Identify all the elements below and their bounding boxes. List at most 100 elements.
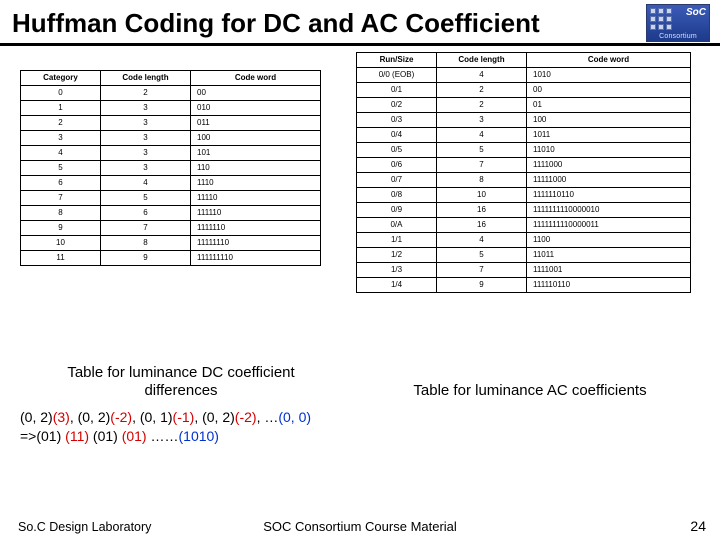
cell: 1010 bbox=[527, 68, 691, 83]
cell: 0/A bbox=[357, 218, 437, 233]
cell: 1011 bbox=[527, 128, 691, 143]
cell: 0/5 bbox=[357, 143, 437, 158]
cell: 00 bbox=[527, 83, 691, 98]
cell: 10 bbox=[21, 236, 101, 251]
cell: 3 bbox=[101, 116, 191, 131]
arrow-prefix: => bbox=[20, 428, 36, 444]
cell: 111111110 bbox=[191, 251, 321, 266]
cell: 011 bbox=[191, 116, 321, 131]
cell: 16 bbox=[437, 218, 527, 233]
table-row: 43101 bbox=[21, 146, 321, 161]
ac-table-block: Run/Size Code length Code word 0/0 (EOB)… bbox=[356, 52, 691, 293]
content-area: Category Code length Code word 020013010… bbox=[0, 46, 720, 496]
cell: 0/1 bbox=[357, 83, 437, 98]
table-row: 1/49111110110 bbox=[357, 278, 691, 293]
slide-footer: So.C Design Laboratory SOC Consortium Co… bbox=[0, 512, 720, 540]
cell: 0/6 bbox=[357, 158, 437, 173]
cell: 4 bbox=[437, 233, 527, 248]
example-token: (3) bbox=[53, 409, 70, 425]
table-row: 0/5511010 bbox=[357, 143, 691, 158]
cell: 8 bbox=[21, 206, 101, 221]
table-row: 0/33100 bbox=[357, 113, 691, 128]
cell: 101 bbox=[191, 146, 321, 161]
cell: 1111110 bbox=[191, 221, 321, 236]
example-token: (0, 2) bbox=[202, 409, 235, 425]
cell: 8 bbox=[101, 236, 191, 251]
example-token: (0, 1) bbox=[140, 409, 173, 425]
example-token: (11) bbox=[61, 428, 93, 444]
cell: 0/9 bbox=[357, 203, 437, 218]
example-token: (0, 2) bbox=[20, 409, 53, 425]
cell: 1100 bbox=[527, 233, 691, 248]
cell: 7 bbox=[21, 191, 101, 206]
table-row: 0/8101111110110 bbox=[357, 188, 691, 203]
example-line-1: (0, 2)(3), (0, 2)(-2), (0, 1)(-1), (0, 2… bbox=[20, 408, 400, 427]
cell: 0/4 bbox=[357, 128, 437, 143]
cell: 010 bbox=[191, 101, 321, 116]
cell: 11110 bbox=[191, 191, 321, 206]
cell: 4 bbox=[437, 68, 527, 83]
cell: 2 bbox=[101, 86, 191, 101]
table-row: 0/671111000 bbox=[357, 158, 691, 173]
table-row: 1/371111001 bbox=[357, 263, 691, 278]
table-row: 13010 bbox=[21, 101, 321, 116]
cell: 3 bbox=[101, 131, 191, 146]
dc-table-block: Category Code length Code word 020013010… bbox=[20, 70, 321, 266]
cell: 110 bbox=[191, 161, 321, 176]
example-line-2: =>(01) (11) (01) (01) ……(1010) bbox=[20, 427, 400, 446]
cell: 1111000 bbox=[527, 158, 691, 173]
cell: 4 bbox=[21, 146, 101, 161]
cell: 2 bbox=[437, 98, 527, 113]
ac-table-caption: Table for luminance AC coefficients bbox=[400, 382, 660, 400]
cell: 100 bbox=[527, 113, 691, 128]
cell: 1110 bbox=[191, 176, 321, 191]
example-token: , bbox=[194, 409, 202, 425]
cell: 0/2 bbox=[357, 98, 437, 113]
cell: 5 bbox=[437, 248, 527, 263]
cell: 0/7 bbox=[357, 173, 437, 188]
example-token: (01) bbox=[118, 428, 147, 444]
col-header: Run/Size bbox=[357, 53, 437, 68]
example-token: (-2) bbox=[235, 409, 257, 425]
cell: 3 bbox=[101, 146, 191, 161]
title-bar: Huffman Coding for DC and AC Coefficient… bbox=[0, 0, 720, 43]
cell: 3 bbox=[101, 101, 191, 116]
table-row: 53110 bbox=[21, 161, 321, 176]
page-number: 24 bbox=[690, 518, 706, 534]
cell: 5 bbox=[21, 161, 101, 176]
table-row: 0/9161111111110000010 bbox=[357, 203, 691, 218]
cell: 9 bbox=[101, 251, 191, 266]
table-row: 0/0 (EOB)41010 bbox=[357, 68, 691, 83]
page-title: Huffman Coding for DC and AC Coefficient bbox=[12, 8, 708, 39]
cell: 11010 bbox=[527, 143, 691, 158]
cell: 1111111110000011 bbox=[527, 218, 691, 233]
example-token: , bbox=[132, 409, 140, 425]
table-row: 0/7811111000 bbox=[357, 173, 691, 188]
ac-table: Run/Size Code length Code word 0/0 (EOB)… bbox=[356, 52, 691, 293]
cell: 5 bbox=[437, 143, 527, 158]
table-row: 7511110 bbox=[21, 191, 321, 206]
cell: 0 bbox=[21, 86, 101, 101]
example-token: (0, 0) bbox=[278, 409, 311, 425]
example-token: (-2) bbox=[110, 409, 132, 425]
table-row: 0/1200 bbox=[357, 83, 691, 98]
table-row: 0/2201 bbox=[357, 98, 691, 113]
cell: 5 bbox=[101, 191, 191, 206]
cell: 0/3 bbox=[357, 113, 437, 128]
table-row: 86111110 bbox=[21, 206, 321, 221]
cell: 2 bbox=[21, 116, 101, 131]
footer-center: SOC Consortium Course Material bbox=[0, 519, 720, 534]
cell: 11011 bbox=[527, 248, 691, 263]
cell: 11111000 bbox=[527, 173, 691, 188]
cell: 7 bbox=[437, 158, 527, 173]
encoding-example: (0, 2)(3), (0, 2)(-2), (0, 1)(-1), (0, 2… bbox=[20, 408, 400, 446]
table-row: 119111111110 bbox=[21, 251, 321, 266]
cell: 0/0 (EOB) bbox=[357, 68, 437, 83]
cell: 9 bbox=[21, 221, 101, 236]
cell: 7 bbox=[437, 263, 527, 278]
example-token: , … bbox=[257, 409, 279, 425]
cell: 11111110 bbox=[191, 236, 321, 251]
table-row: 1/141100 bbox=[357, 233, 691, 248]
cell: 6 bbox=[21, 176, 101, 191]
cell: 0/8 bbox=[357, 188, 437, 203]
